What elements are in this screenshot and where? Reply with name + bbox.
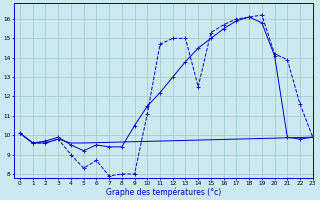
X-axis label: Graphe des températures (°c): Graphe des températures (°c) — [106, 187, 221, 197]
